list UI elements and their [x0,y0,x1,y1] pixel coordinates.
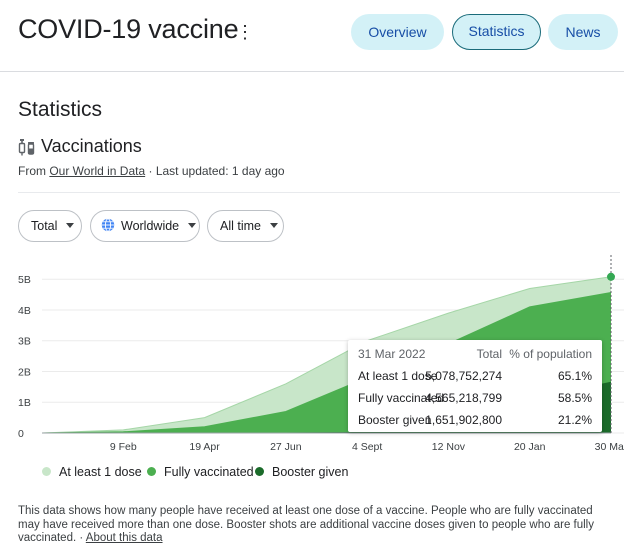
tab-overview[interactable]: Overview [351,14,444,50]
tooltip-col-total: Total [476,347,502,361]
range-dropdown[interactable]: All time [207,210,284,242]
y-tick-label: 2B [18,366,31,378]
series-line-1 [41,292,612,434]
y-tick-label: 3B [18,336,31,348]
tooltip-row: Fully vaccinated 4,565,218,799 58.5% [358,389,592,407]
legend-label: Fully vaccinated [164,465,254,479]
tab-statistics[interactable]: Statistics [452,14,541,50]
y-tick-label: 4B [18,305,31,317]
tooltip-col-pct: % of population [509,347,592,361]
chart-tooltip: 31 Mar 2022 Total % of population At lea… [348,340,602,432]
caret-down-icon [66,223,75,229]
about-data-link[interactable]: About this data [85,532,163,544]
tooltip-row-pct: 58.5% [557,391,592,405]
vaccinations-heading: Vaccinations [41,136,142,156]
tooltip-row-total: 1,651,902,800 [425,413,502,427]
page-title: COVID-19 vaccine [18,14,239,44]
legend-swatch [255,467,264,477]
more-options-icon[interactable]: ⋮ [236,22,254,42]
divider [18,192,620,193]
footnote-text: This data shows how many people have rec… [18,505,594,544]
tooltip-date: 31 Mar 2022 [358,347,426,361]
last-updated: · Last updated: 1 day ago [148,164,285,178]
x-tick-label: 9 Feb [110,441,137,453]
caret-down-icon [188,223,197,229]
tooltip-row-label: Fully vaccinated [358,391,445,405]
source-link[interactable]: Our World in Data [49,164,146,178]
footnote: This data shows how many people have rec… [18,505,608,546]
hover-marker [607,272,615,281]
footnote-separator: · [79,532,84,544]
tooltip-row-pct: 21.2% [557,413,592,427]
tab-news[interactable]: News [548,14,618,50]
legend-item-booster: Booster given [255,465,348,479]
tooltip-row: Booster given 1,651,902,800 21.2% [358,411,592,429]
series-line-0 [41,276,612,434]
header-divider [0,71,624,72]
range-dropdown-label: All time [220,219,261,233]
x-tick-label: 12 Nov [432,441,466,453]
y-tick-label: 0 [18,428,24,440]
y-tick-label: 5B [18,274,31,286]
source-line: From Our World in Data · Last updated: 1… [18,164,285,178]
syringe-vial-icon [18,139,35,156]
region-dropdown-label: Worldwide [121,219,180,233]
tooltip-row-total: 5,078,752,274 [425,369,502,383]
source-prefix: From [18,164,46,178]
region-dropdown[interactable]: Worldwide [90,210,200,242]
tooltip-row-pct: 65.1% [557,369,592,383]
x-tick-label: 27 Jun [270,441,302,453]
total-dropdown[interactable]: Total [18,210,82,242]
globe-icon [101,218,115,232]
section-title: Statistics [18,98,103,121]
total-dropdown-label: Total [31,219,58,233]
x-tick-label: 19 Apr [189,441,220,453]
tooltip-row-label: At least 1 dose [358,369,438,383]
tooltip-row-label: Booster given [358,413,432,427]
tooltip-row: At least 1 dose 5,078,752,274 65.1% [358,367,592,385]
legend-label: At least 1 dose [59,465,142,479]
legend-item-fully-vaccinated: Fully vaccinated [147,465,254,479]
y-tick-label: 1B [18,397,31,409]
tooltip-row-total: 4,565,218,799 [425,391,502,405]
legend-swatch [147,467,156,477]
x-tick-label: 30 Mar [595,441,624,453]
x-tick-label: 20 Jan [514,441,546,453]
legend-label: Booster given [272,465,349,479]
legend-item-first-dose: At least 1 dose [42,465,142,479]
caret-down-icon [269,223,278,229]
legend-swatch [42,467,51,477]
x-tick-label: 4 Sept [352,441,382,453]
